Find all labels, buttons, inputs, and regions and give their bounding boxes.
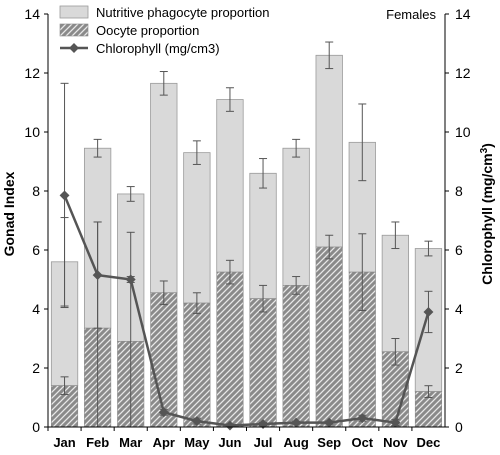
y2-axis-title-main: Chlorophyll (mg/cm	[479, 153, 495, 284]
right-tick-label-4: 4	[455, 301, 463, 317]
chlorophyll-point-may	[191, 416, 202, 427]
bar-oocyte-sep	[315, 246, 343, 428]
left-tick-label-12: 12	[24, 65, 40, 81]
x-tick-label-sep: Sep	[317, 435, 341, 450]
x-tick-label-feb: Feb	[86, 435, 109, 450]
chlorophyll-point-mar	[125, 274, 136, 285]
bar-oocyte-jun	[216, 271, 244, 428]
right-tick-label-14: 14	[455, 6, 471, 22]
bar-phagocyte-may	[183, 152, 211, 304]
legend-label-oocyte: Oocyte proportion	[96, 23, 199, 38]
chlorophyll-line-layer	[59, 190, 434, 431]
x-tick-label-may: May	[184, 435, 210, 450]
right-tick-label-6: 6	[455, 242, 463, 258]
legend-label-chlorophyll: Chlorophyll (mg/cm3)	[96, 41, 220, 56]
legend-swatch-phagocyte	[59, 5, 89, 19]
bar-phagocyte-aug	[282, 147, 310, 286]
legend-label-phagocyte: Nutritive phagocyte proportion	[96, 5, 269, 20]
bar-phagocyte-nov	[381, 234, 410, 353]
right-tick-label-8: 8	[455, 183, 463, 199]
x-tick-label-mar: Mar	[119, 435, 142, 450]
x-tick-label-dec: Dec	[417, 435, 441, 450]
right-tick-label-0: 0	[455, 419, 463, 435]
chlorophyll-point-dec	[423, 307, 434, 317]
left-tick-label-4: 4	[32, 301, 40, 317]
bar-oocyte-jul	[249, 298, 277, 428]
legend-swatch-oocyte	[59, 23, 89, 37]
y2-axis-title: Chlorophyll (mg/cm3)	[479, 143, 495, 285]
right-tick-label-12: 12	[455, 65, 471, 81]
x-tick-label-jul: Jul	[254, 435, 273, 450]
x-tick-label-nov: Nov	[383, 435, 408, 450]
right-tick-label-10: 10	[455, 124, 471, 140]
error-bars-layer	[60, 41, 433, 428]
x-tick-label-apr: Apr	[153, 435, 175, 450]
x-category-labels: Jan Feb Mar Apr May Jun Jul Aug Sep Oct Nov Dec	[47, 427, 441, 450]
chlorophyll-point-oct	[357, 413, 368, 424]
chlorophyll-point-sep	[324, 417, 335, 428]
bar-phagocyte-jul	[249, 172, 277, 300]
y2-axis-title-superscript: 3	[479, 147, 490, 153]
left-tick-label-8: 8	[32, 183, 40, 199]
bar-phagocyte-sep	[315, 54, 343, 248]
chlorophyll-point-apr	[158, 407, 169, 418]
y-axis-title: Gonad Index	[1, 171, 17, 256]
right-tick-label-2: 2	[455, 360, 463, 376]
chlorophyll-line	[63, 194, 430, 427]
bar-oocyte-may	[183, 302, 211, 428]
chlorophyll-point-jun	[225, 420, 235, 431]
chlorophyll-point-jan	[59, 190, 70, 201]
left-tick-label-14: 14	[24, 6, 40, 22]
left-y-ticks: 0 2 4 6 8 10 12 14	[24, 6, 48, 435]
annotation-females: Females	[386, 7, 436, 22]
bar-phagocyte-apr	[150, 82, 178, 294]
x-tick-label-aug: Aug	[283, 435, 308, 450]
left-tick-label-2: 2	[32, 360, 40, 376]
left-tick-label-10: 10	[24, 124, 40, 140]
legend-marker-chlorophyll	[69, 43, 79, 53]
bars-layer	[50, 54, 443, 428]
bar-oocyte-aug	[282, 285, 310, 428]
chlorophyll-point-aug	[291, 417, 302, 428]
left-tick-label-0: 0	[32, 419, 40, 435]
x-tick-label-oct: Oct	[351, 435, 373, 450]
bar-oocyte-apr	[150, 292, 178, 428]
left-tick-label-6: 6	[32, 242, 40, 258]
legend: Nutritive phagocyte proportion Oocyte pr…	[59, 5, 269, 56]
y2-axis-title-end: )	[479, 143, 495, 148]
bar-phagocyte-jun	[216, 99, 244, 273]
chlorophyll-point-nov	[390, 417, 401, 428]
x-tick-label-jan: Jan	[53, 435, 75, 450]
right-y-ticks: 0 2 4 6 8 10 12 14	[445, 6, 471, 435]
x-tick-label-jun: Jun	[218, 435, 241, 450]
